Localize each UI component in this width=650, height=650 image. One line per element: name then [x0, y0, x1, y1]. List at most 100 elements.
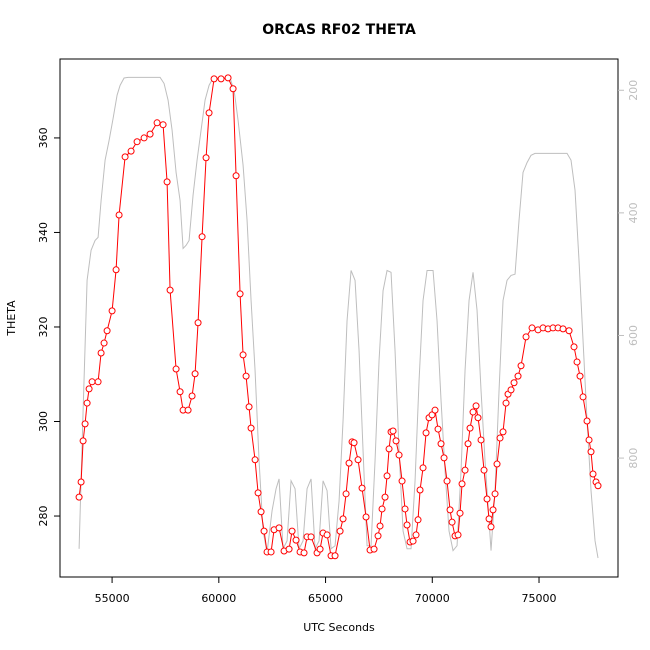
data-point — [146, 130, 154, 138]
data-point — [184, 406, 192, 414]
data-point — [409, 537, 417, 545]
data-point — [378, 505, 386, 513]
y2-tick-label: 800 — [627, 448, 640, 469]
x-tick-label: 60000 — [201, 592, 236, 605]
data-point — [589, 470, 597, 478]
data-point — [446, 506, 454, 514]
data-point — [79, 437, 87, 445]
data-point — [448, 518, 456, 526]
data-point — [229, 85, 237, 93]
data-point — [163, 178, 171, 186]
data-point — [517, 362, 525, 370]
data-point — [496, 434, 504, 442]
data-point — [416, 486, 424, 494]
data-point — [456, 509, 464, 517]
y-axis-label: THETA — [5, 300, 18, 337]
data-point — [140, 134, 148, 142]
data-point — [153, 119, 161, 127]
data-point — [385, 445, 393, 453]
data-point — [94, 378, 102, 386]
data-point — [472, 402, 480, 410]
data-point — [254, 489, 262, 497]
data-point — [275, 524, 283, 532]
y2-tick-label: 400 — [627, 202, 640, 223]
data-point — [350, 439, 358, 447]
data-point — [85, 385, 93, 393]
data-point — [81, 420, 89, 428]
data-point — [191, 370, 199, 378]
data-point — [342, 490, 350, 498]
data-point — [239, 351, 247, 359]
data-point — [336, 527, 344, 535]
data-point — [514, 372, 522, 380]
y2-tick-label: 600 — [627, 325, 640, 346]
data-point — [587, 448, 595, 456]
data-point — [392, 437, 400, 445]
data-point — [454, 531, 462, 539]
y-tick-label: 360 — [37, 127, 50, 148]
data-point — [389, 427, 397, 435]
data-point — [103, 327, 111, 335]
data-point — [198, 233, 206, 241]
y-tick-label: 320 — [37, 316, 50, 337]
data-point — [466, 424, 474, 432]
data-point — [403, 521, 411, 529]
data-point — [458, 480, 466, 488]
data-point — [257, 508, 265, 516]
data-point — [461, 466, 469, 474]
data-point — [401, 505, 409, 513]
data-point — [579, 393, 587, 401]
data-point — [331, 552, 339, 560]
data-point — [210, 75, 218, 83]
data-point — [585, 436, 593, 444]
data-point — [489, 506, 497, 514]
data-point — [383, 472, 391, 480]
y-tick-label: 280 — [37, 506, 50, 527]
data-point — [194, 319, 202, 327]
data-point — [224, 74, 232, 82]
data-point — [491, 490, 499, 498]
x-tick-label: 70000 — [415, 592, 450, 605]
chart-title: ORCAS RF02 THETA — [262, 22, 416, 38]
data-point — [300, 549, 308, 557]
data-point — [316, 545, 324, 553]
data-point — [245, 403, 253, 411]
data-point — [480, 466, 488, 474]
data-point — [477, 436, 485, 444]
data-point — [358, 484, 366, 492]
data-point — [288, 527, 296, 535]
data-point — [559, 325, 567, 333]
data-point — [469, 408, 477, 416]
data-point — [487, 523, 495, 531]
data-point — [354, 456, 362, 464]
data-point — [133, 138, 141, 146]
data-point — [127, 147, 135, 155]
data-point — [594, 482, 602, 490]
x-tick-label: 55000 — [95, 592, 130, 605]
data-point — [217, 75, 225, 83]
data-point — [285, 545, 293, 553]
data-point — [307, 533, 315, 541]
plot-frame — [59, 58, 619, 578]
data-point — [573, 358, 581, 366]
data-point — [483, 495, 491, 503]
data-point — [77, 478, 85, 486]
data-point — [474, 414, 482, 422]
x-tick-label: 75000 — [522, 592, 557, 605]
data-point — [188, 392, 196, 400]
data-point — [434, 425, 442, 433]
data-point — [232, 172, 240, 180]
data-point — [202, 154, 210, 162]
data-point — [159, 121, 167, 129]
data-point — [493, 460, 501, 468]
data-point — [292, 536, 300, 544]
data-point — [412, 531, 420, 539]
data-point — [236, 290, 244, 298]
data-point — [108, 307, 116, 315]
data-point — [443, 477, 451, 485]
data-point — [100, 339, 108, 347]
data-point — [381, 493, 389, 501]
data-point — [166, 286, 174, 294]
data-point — [422, 429, 430, 437]
